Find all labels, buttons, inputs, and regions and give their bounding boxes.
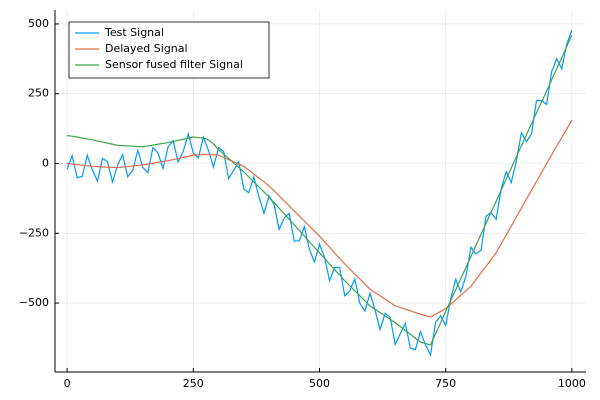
y-tick-label: −500 [19, 296, 49, 309]
y-tick-label: 0 [42, 157, 49, 170]
x-tick-label: 0 [64, 377, 71, 390]
legend-box [68, 21, 270, 79]
series-line [67, 119, 573, 318]
x-tick-label: 500 [309, 377, 330, 390]
legend: Test Signal Delayed Signal Sensor fused fi… [68, 21, 270, 79]
legend-label: Delayed Signal [105, 42, 188, 55]
x-tick-label: 750 [435, 377, 456, 390]
y-tick-label: 250 [28, 87, 49, 100]
legend-label: Sensor fused filter Signal [105, 58, 243, 71]
y-tick-label: 500 [28, 17, 49, 30]
x-tick-label: 1000 [558, 377, 586, 390]
series-line [67, 34, 573, 346]
y-tick-label: −250 [19, 226, 49, 239]
series-line [66, 29, 573, 357]
legend-label: Test Signal [104, 26, 164, 39]
x-tick-label: 250 [183, 377, 204, 390]
